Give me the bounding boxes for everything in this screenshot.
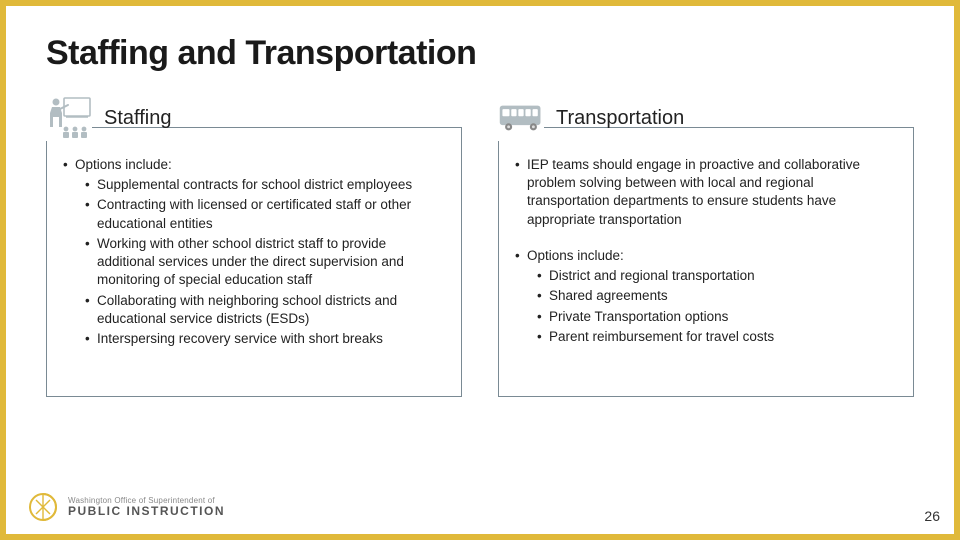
list-item: Shared agreements [537, 287, 899, 305]
list-item: Collaborating with neighboring school di… [85, 292, 447, 328]
left-lead-item: Options include: Supplemental contracts … [63, 156, 447, 348]
slide-title: Staffing and Transportation [46, 34, 914, 73]
logo-bottom-line: PUBLIC INSTRUCTION [68, 505, 225, 518]
right-para: IEP teams should engage in proactive and… [527, 157, 860, 227]
right-column: Transportation IEP teams should engage i… [498, 95, 914, 397]
right-para-item: IEP teams should engage in proactive and… [515, 156, 899, 229]
logo-text: Washington Office of Superintendent of P… [68, 497, 225, 518]
left-column: Staffing Options include: Supplemental c… [46, 95, 462, 397]
left-header: Staffing [46, 95, 462, 141]
right-section-title: Transportation [556, 107, 684, 130]
page-number: 26 [924, 508, 940, 524]
ospi-logo: Washington Office of Superintendent of P… [28, 492, 225, 522]
list-item: District and regional transportation [537, 267, 899, 285]
right-header: Transportation [498, 95, 914, 141]
logo-mark-icon [28, 492, 58, 522]
teacher-icon [46, 95, 92, 141]
bus-icon [498, 95, 544, 141]
right-sublist: District and regional transportation Shar… [527, 267, 899, 346]
list-item: Supplemental contracts for school distri… [85, 176, 447, 194]
columns: Staffing Options include: Supplemental c… [46, 95, 914, 397]
list-item: Parent reimbursement for travel costs [537, 328, 899, 346]
list-item: Private Transportation options [537, 308, 899, 326]
left-sublist: Supplemental contracts for school distri… [75, 176, 447, 348]
right-content-box: IEP teams should engage in proactive and… [498, 127, 914, 397]
list-item: Interspersing recovery service with shor… [85, 330, 447, 348]
left-lead: Options include: [75, 157, 172, 172]
left-section-title: Staffing [104, 107, 171, 130]
slide: Staffing and Transportation [0, 0, 960, 540]
list-item: Contracting with licensed or certificate… [85, 196, 447, 232]
right-lead-item: Options include: District and regional t… [515, 247, 899, 346]
left-content-box: Options include: Supplemental contracts … [46, 127, 462, 397]
list-item: Working with other school district staff… [85, 235, 447, 290]
right-lead: Options include: [527, 248, 624, 263]
